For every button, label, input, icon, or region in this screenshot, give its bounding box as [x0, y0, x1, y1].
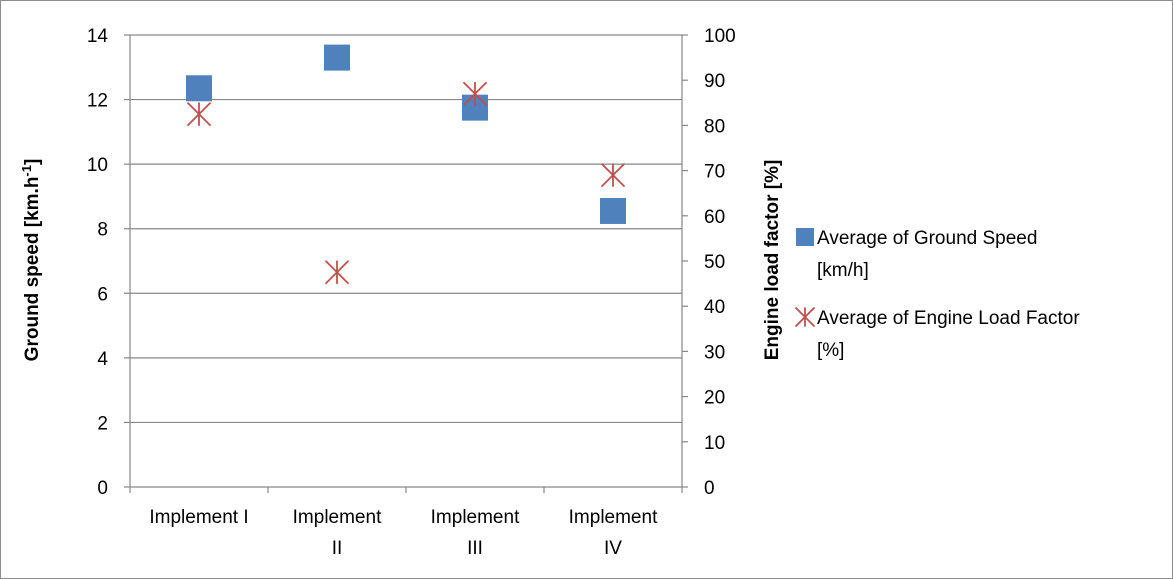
- right-tick-label: 90: [704, 71, 725, 92]
- right-tick-label: 70: [704, 162, 725, 183]
- left-tick-label: 6: [97, 284, 108, 305]
- x-tick-label: Implement I: [149, 507, 248, 528]
- gridlines: [130, 34, 682, 424]
- right-tick-label: 40: [704, 297, 725, 318]
- speed-point: [186, 75, 212, 102]
- right-tick-label: 10: [704, 433, 725, 454]
- speed-point: [324, 44, 350, 71]
- left-tick-label: 14: [87, 26, 109, 47]
- load-factor-point: [601, 163, 625, 188]
- right-tick-label: 100: [704, 26, 736, 47]
- legend-label: Average of Ground Speed [km/h]: [817, 228, 1037, 281]
- axes: [124, 34, 688, 493]
- right-axis-title: Engine load factor [%]: [762, 160, 783, 361]
- x-axis-tick-labels: Implement I Implement II Implement III Implem…: [149, 507, 658, 559]
- data-marks: [186, 44, 626, 285]
- left-axis-tick-labels: 0 2 4 6 8 10 12 14: [87, 26, 109, 499]
- load-factor-point: [463, 81, 487, 106]
- x-tick-label: Implement III: [431, 507, 520, 559]
- legend-swatch-load: [795, 307, 815, 327]
- legend: Average of Ground Speed [km/h] Average of …: [795, 228, 1080, 361]
- left-tick-label: 4: [97, 349, 108, 370]
- legend-swatch-speed: [796, 228, 814, 246]
- right-tick-label: 60: [704, 207, 725, 228]
- left-tick-label: 10: [87, 155, 108, 176]
- load-factor-point: [187, 102, 211, 126]
- x-tick-label: Implement IV: [569, 507, 658, 559]
- left-tick-label: 0: [97, 478, 108, 499]
- right-tick-label: 30: [704, 342, 725, 363]
- right-axis-tick-labels: 0 10 20 30 40 50 60 70 80 90 100: [704, 26, 736, 499]
- speed-point: [600, 197, 626, 224]
- load-factor-point: [325, 260, 349, 285]
- right-tick-label: 20: [704, 388, 725, 409]
- right-tick-label: 0: [704, 478, 715, 499]
- x-tick-label: Implement II: [293, 507, 382, 559]
- left-tick-label: 2: [97, 413, 108, 434]
- right-tick-label: 50: [704, 252, 725, 273]
- legend-label: Average of Engine Load Factor [%]: [817, 308, 1080, 361]
- left-tick-label: 12: [87, 91, 108, 112]
- left-axis-title: Ground speed [km.h-1]: [19, 159, 43, 362]
- right-tick-label: 80: [704, 116, 725, 137]
- left-tick-label: 8: [97, 220, 108, 241]
